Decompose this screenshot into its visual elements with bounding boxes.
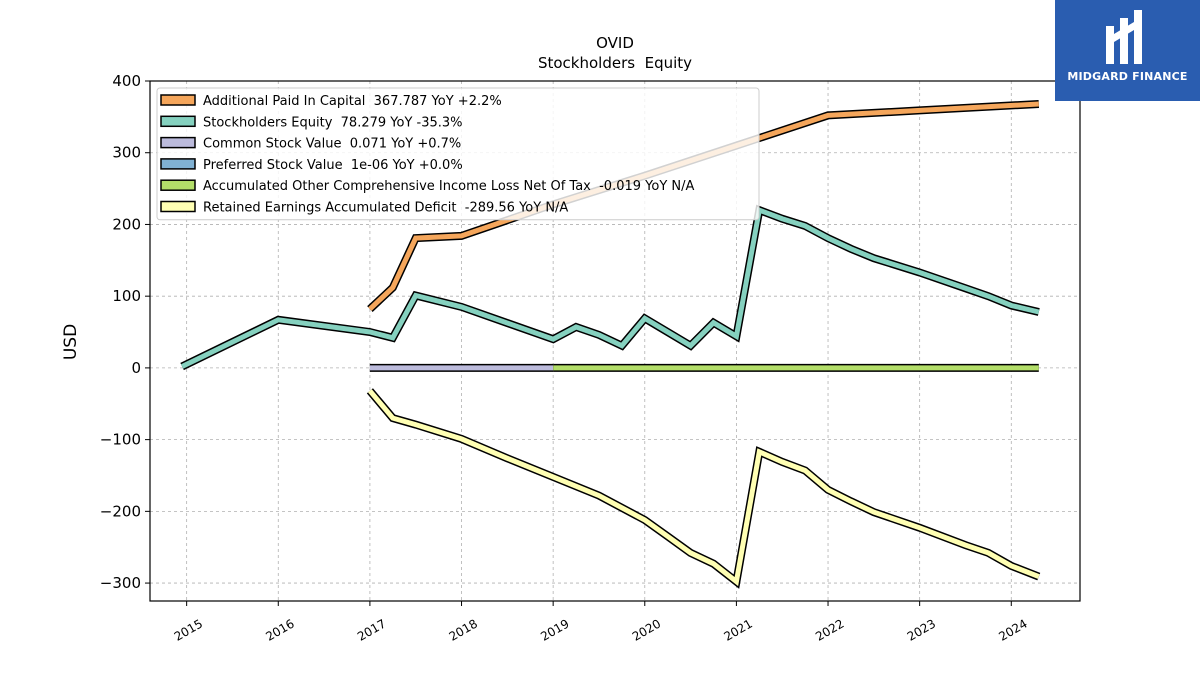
x-tick-label: 2023: [905, 616, 938, 643]
x-tick-label: 2020: [630, 616, 663, 643]
legend-swatch: [160, 200, 196, 213]
brand-logo: MIDGARD FINANCE: [1055, 0, 1200, 101]
y-tick-label: −300: [100, 574, 141, 592]
y-tick-label: 200: [112, 215, 141, 233]
legend-entry: Additional Paid In Capital 367.787 YoY +…: [203, 94, 502, 109]
legend-entry: Preferred Stock Value 1e-06 YoY +0.0%: [203, 158, 463, 173]
y-axis-label: USD: [61, 324, 81, 360]
midgard-logo-icon: [1106, 10, 1142, 64]
x-tick-label: 2016: [263, 616, 296, 643]
y-tick-label: 300: [112, 144, 141, 162]
y-tick-label: −100: [100, 431, 141, 449]
x-tick-label: 2015: [172, 616, 205, 643]
x-tick-label: 2018: [447, 616, 480, 643]
legend-swatch: [160, 179, 196, 191]
x-tick-label: 2021: [721, 616, 754, 643]
series-line: [181, 206, 1040, 369]
series-line: [367, 389, 1040, 587]
plot-frame: [149, 80, 1081, 602]
legend: Additional Paid In Capital 367.787 YoY +…: [156, 87, 760, 221]
legend-entry: Common Stock Value 0.071 YoY +0.7%: [203, 137, 461, 152]
y-tick-label: 100: [112, 287, 141, 305]
legend-swatch: [160, 158, 196, 170]
series-line-outline: [366, 388, 1041, 589]
chart-title: OVID: [596, 34, 634, 52]
brand-name: MIDGARD FINANCE: [1067, 70, 1188, 83]
y-tick-label: 0: [131, 359, 141, 377]
x-tick-label: 2022: [813, 616, 846, 643]
legend-swatch: [160, 136, 196, 149]
y-tick-label: −200: [100, 502, 141, 520]
legend-entry: Retained Earnings Accumulated Deficit -2…: [203, 201, 568, 216]
legend-entry: Accumulated Other Comprehensive Income L…: [203, 179, 694, 194]
legend-swatch: [160, 115, 196, 128]
x-tick-label: 2024: [996, 616, 1029, 643]
x-tick-label: 2019: [538, 616, 571, 643]
legend-entry: Stockholders Equity 78.279 YoY -35.3%: [203, 115, 463, 130]
y-tick-label: 400: [112, 72, 141, 90]
legend-swatch: [160, 94, 196, 106]
legend-box: [156, 87, 760, 221]
chart-subtitle: Stockholders Equity: [538, 54, 692, 72]
x-tick-label: 2017: [355, 616, 388, 643]
